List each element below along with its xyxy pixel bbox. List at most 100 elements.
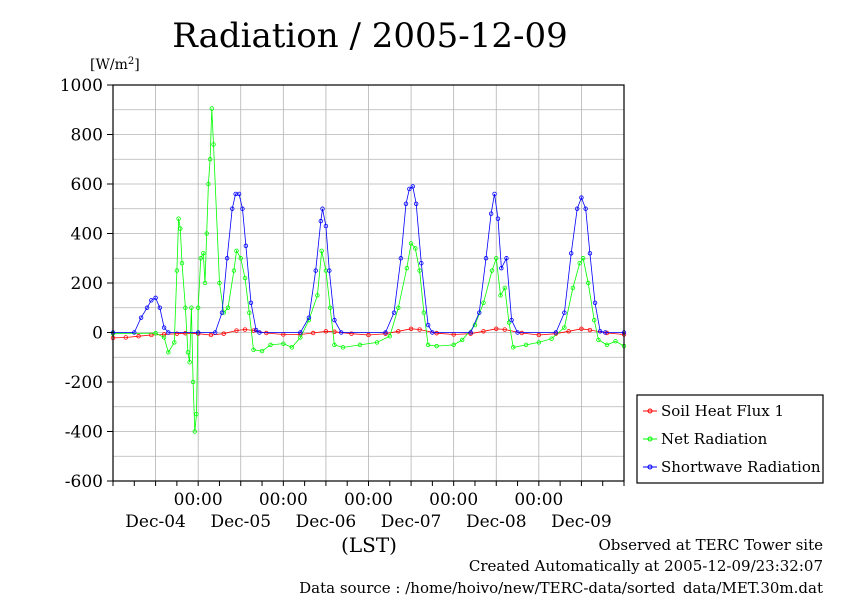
series-2-point <box>523 342 529 348</box>
series-2-point <box>166 350 171 355</box>
series-3-point <box>499 265 504 271</box>
series-2-point <box>198 256 203 261</box>
series-1-point <box>587 327 593 333</box>
footer-created: Created Automatically at 2005-12-09/23:3… <box>469 557 823 575</box>
series-3-point <box>253 327 259 333</box>
series-2-point <box>190 379 196 385</box>
x-time-label: 00:00 <box>429 490 478 510</box>
series-2-point <box>502 285 507 291</box>
y-tick-label: -600 <box>65 472 103 492</box>
series-3-point <box>488 211 494 216</box>
series-2-point <box>268 342 273 348</box>
legend-entry-label: Soil Heat Flux 1 <box>661 402 784 420</box>
y-tick-label: 600 <box>71 175 103 195</box>
series-1-point <box>161 332 167 337</box>
series-3-point <box>219 310 225 315</box>
series-3-point <box>410 184 415 189</box>
series-2-point <box>217 280 222 286</box>
y-tick-label: 800 <box>71 126 103 146</box>
series-3-point <box>413 201 419 206</box>
y-unit-text: [W/m <box>90 57 128 73</box>
series-2-point <box>586 280 591 286</box>
series-3-point <box>574 206 580 211</box>
series-2-point <box>281 341 286 346</box>
series-1-point <box>519 330 524 336</box>
series-2-point <box>174 268 180 273</box>
series-2-point <box>570 285 576 291</box>
y-tick-label: 200 <box>71 274 103 294</box>
legend-swatch-marker <box>647 464 653 470</box>
series-3-point <box>562 310 567 315</box>
series-3-point <box>403 201 409 206</box>
series-2-point <box>178 226 183 231</box>
series-2-point <box>357 342 363 348</box>
series-2-point <box>176 216 181 221</box>
series-2-point <box>238 256 243 261</box>
series-3-point <box>407 186 412 192</box>
series-3-point <box>504 256 509 261</box>
series-3-point <box>509 317 514 323</box>
series-1-point <box>136 334 141 339</box>
series-2-point <box>183 305 188 310</box>
series-2-point <box>591 317 597 323</box>
legend: Soil Heat Flux 1 Net Radiation Shortwave R… <box>636 394 824 484</box>
series-2-point <box>172 340 177 345</box>
series-3-point <box>587 251 593 256</box>
series-2-point <box>408 241 414 246</box>
series-1-point <box>502 327 507 332</box>
series-3-point <box>153 295 158 301</box>
series-1-point <box>481 329 486 334</box>
series-1-point <box>323 329 329 334</box>
series-3-point <box>132 330 137 335</box>
series-3-point <box>144 305 150 310</box>
series-2-point <box>577 261 582 266</box>
series-1-point <box>579 326 584 331</box>
series-2-point <box>489 268 495 273</box>
series-3-point <box>332 317 337 323</box>
x-date-label: Dec-08 <box>466 512 527 532</box>
series-3-point <box>224 256 230 261</box>
series-2-point <box>247 310 252 315</box>
series-line-1 <box>112 328 625 339</box>
chart-title: Radiation / 2005-12-09 <box>172 16 568 56</box>
series-3-point <box>468 330 473 335</box>
series-2-point <box>319 248 324 254</box>
series-2-point <box>298 335 303 340</box>
grid-layer <box>113 85 624 481</box>
y-unit-close: ] <box>134 57 139 73</box>
x-time-label: 00:00 <box>259 490 308 510</box>
series-1-point <box>234 328 239 333</box>
series-2-point <box>242 275 248 281</box>
y-tick-label: 1000 <box>60 76 103 96</box>
series-2-point <box>185 350 191 355</box>
series-2-point <box>206 181 211 187</box>
x-date-label: Dec-06 <box>296 512 357 532</box>
series-3-point <box>240 206 245 211</box>
legend-box <box>636 394 824 484</box>
series-1-point <box>396 329 401 334</box>
y-tick-label: -400 <box>65 423 103 443</box>
series-2-point <box>417 268 422 273</box>
series-2-point <box>332 342 337 348</box>
footer-source: Data source : /home/hoivo/new/TERC-data/… <box>299 579 823 595</box>
series-2-point <box>374 340 380 345</box>
x-date-label: Dec-05 <box>210 512 271 532</box>
axis-layer: 1000 800 600 400 200 0 -200 -400 -600 00:00 00:00 0… <box>60 76 625 532</box>
series-1-point <box>242 327 248 332</box>
series-2-point <box>161 335 167 340</box>
series-1-point <box>434 331 439 336</box>
series-line-2 <box>112 108 625 432</box>
series-2-point <box>194 411 199 417</box>
x-date-label: Dec-09 <box>551 512 612 532</box>
series-3-point <box>166 330 171 335</box>
series-2-point <box>192 429 197 434</box>
series-2-point <box>340 345 346 350</box>
series-2-point <box>259 348 265 354</box>
series-line-3 <box>113 185 624 333</box>
series-2-point <box>225 305 231 310</box>
series-2-point <box>404 265 410 271</box>
series-1-point <box>366 332 371 338</box>
series-2-point <box>498 293 503 298</box>
y-tick-label: -200 <box>65 373 103 393</box>
